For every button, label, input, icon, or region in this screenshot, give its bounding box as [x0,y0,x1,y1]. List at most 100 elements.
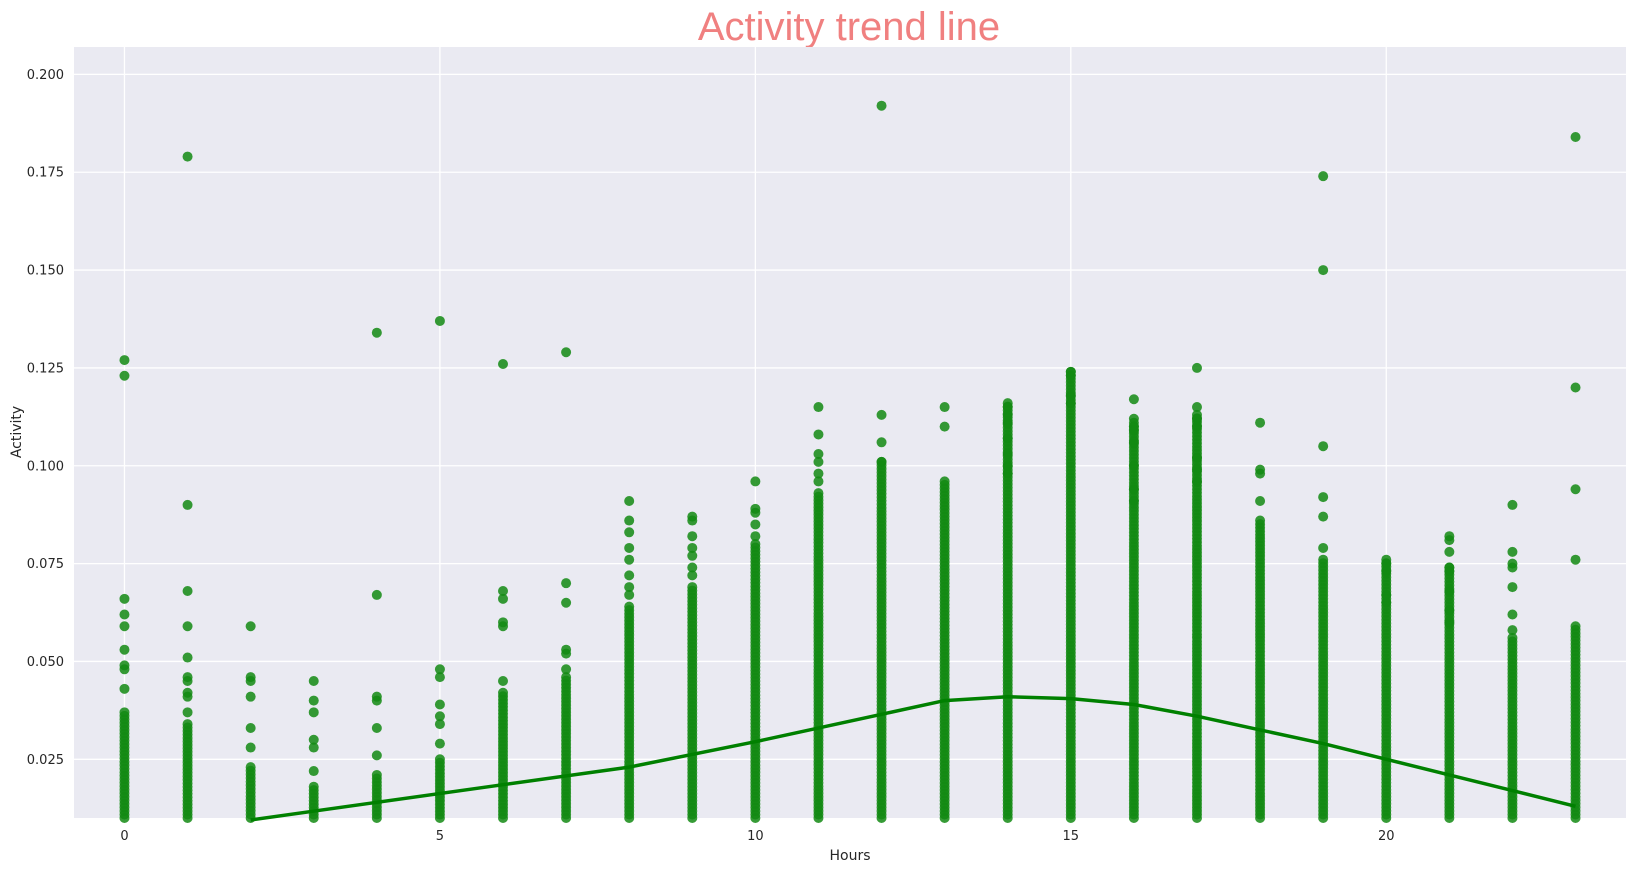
scatter-point [119,664,130,675]
scatter-point [624,570,635,581]
scatter-point [1507,609,1518,620]
scatter-point [1318,492,1329,503]
scatter-point [119,644,130,655]
scatter-point [1381,589,1392,600]
scatter-point [1255,515,1266,526]
scatter-point [1507,546,1518,557]
scatter-point [1128,495,1139,506]
scatter-point [434,699,445,710]
scatter-point [1191,362,1202,373]
scatter-point [813,476,824,487]
scatter-point [434,315,445,326]
scatter-point [1128,460,1139,471]
scatter-point [434,672,445,683]
scatter-point [182,707,193,718]
scatter-point [371,750,382,761]
scatter-point [308,676,319,687]
scatter-point [687,582,698,593]
scatter-point [624,527,635,538]
scatter-point [1444,535,1455,546]
scatter-point [371,695,382,706]
scatter-point [1318,542,1329,553]
scatter-point [750,539,761,550]
scatter-point [182,652,193,663]
scatter-point [1128,413,1139,424]
scatter-points [119,100,1581,823]
scatter-point [371,722,382,733]
scatter-point [1318,511,1329,522]
scatter-point [687,515,698,526]
scatter-point [1002,449,1013,460]
x-tick-label: 0 [120,829,128,844]
scatter-point [371,327,382,338]
scatter-point [1570,554,1581,565]
scatter-point [624,495,635,506]
scatter-point [750,519,761,530]
scatter-point [1507,632,1518,643]
scatter-point [182,691,193,702]
scatter-point [939,476,950,487]
scatter-point [1128,394,1139,405]
scatter-point [687,542,698,553]
scatter-point [1065,370,1076,381]
scatter-point [119,355,130,366]
scatter-point [1002,433,1013,444]
scatter-point [245,742,256,753]
y-tick-label: 0.200 [27,68,64,83]
scatter-point [182,499,193,510]
scatter-point [434,711,445,722]
scatter-point [624,582,635,593]
scatter-point [245,676,256,687]
scatter-point [561,347,572,358]
scatter-point [119,683,130,694]
scatter-point [876,437,887,448]
scatter-point [1128,484,1139,495]
scatter-point [1255,495,1266,506]
scatter-point [1570,484,1581,495]
x-axis-ticks: 0 5 10 15 20 [120,829,1394,844]
scatter-point [687,562,698,573]
scatter-point [245,722,256,733]
scatter-point [371,589,382,600]
y-tick-label: 0.150 [27,264,64,279]
scatter-point [1191,402,1202,413]
scatter-point [813,449,824,460]
scatter-point [813,402,824,413]
scatter-point [1507,562,1518,573]
x-tick-label: 10 [747,829,764,844]
x-axis-label: Hours [829,848,870,864]
scatter-point [1570,621,1581,632]
scatter-point [1191,452,1202,463]
scatter-point [498,676,509,687]
scatter-point [434,738,445,749]
scatter-point [371,769,382,780]
scatter-point [750,507,761,518]
scatter-point [1507,625,1518,636]
scatter-point [1002,460,1013,471]
scatter-point [1444,586,1455,597]
scatter-point [624,542,635,553]
scatter-point [119,621,130,632]
scatter-point [1318,265,1329,276]
scatter-point [750,476,761,487]
x-tick-label: 20 [1378,829,1395,844]
scatter-point [939,421,950,432]
scatter-point [434,754,445,765]
y-tick-label: 0.075 [27,557,64,572]
scatter-point [245,621,256,632]
scatter-point [1318,554,1329,565]
scatter-point [561,648,572,659]
x-tick-label: 15 [1063,829,1080,844]
scatter-point [1191,413,1202,424]
scatter-point [308,742,319,753]
scatter-point [245,762,256,773]
scatter-point [1444,546,1455,557]
scatter-point [1507,582,1518,593]
scatter-point [1255,417,1266,428]
scatter-point [119,707,130,718]
scatter-point [498,359,509,370]
scatter-point [1128,425,1139,436]
y-tick-label: 0.050 [27,655,64,670]
scatter-point [498,593,509,604]
scatter-point [1002,468,1013,479]
